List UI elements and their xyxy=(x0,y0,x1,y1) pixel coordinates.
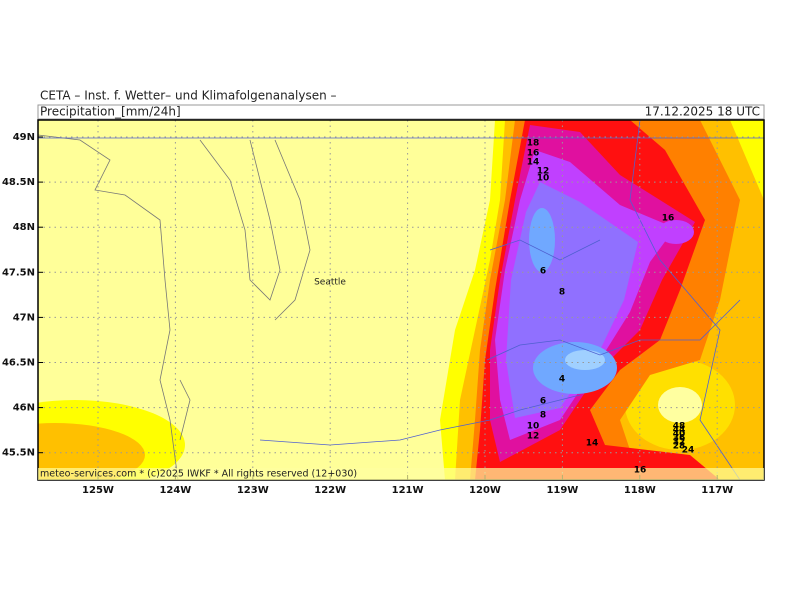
contour-label: 24 xyxy=(682,446,695,456)
contour-label: 48 xyxy=(673,422,686,432)
longitude-label: 119W xyxy=(546,485,578,496)
contour-label: 12 xyxy=(527,432,540,442)
place-label: Seattle xyxy=(314,278,346,288)
longitude-label: 122W xyxy=(314,485,346,496)
valid-time: 17.12.2025 18 UTC xyxy=(645,105,760,119)
contour-label: 36 xyxy=(673,434,686,444)
map-field xyxy=(38,120,764,480)
coastline xyxy=(38,134,311,480)
contour-label: 8 xyxy=(540,411,546,421)
field-light xyxy=(658,387,702,423)
institute: CETA – Inst. f. Wetter– und Klimafolgena… xyxy=(40,89,337,103)
longitude-label: 117W xyxy=(701,485,733,496)
latitude-label: 49N xyxy=(13,132,35,143)
graticule xyxy=(38,120,764,480)
contour-label: 28 xyxy=(673,442,686,452)
contour-label: 12 xyxy=(537,167,550,177)
contour-label: 14 xyxy=(586,439,599,449)
title-bar xyxy=(37,104,765,120)
contour-label: 16 xyxy=(662,214,675,224)
field-blue xyxy=(529,208,555,272)
contour-label: 4 xyxy=(559,375,565,385)
contour-label: 16 xyxy=(527,149,540,159)
latitude-label: 47.5N xyxy=(2,267,35,278)
longitude-label: 121W xyxy=(392,485,424,496)
contour-label: 16 xyxy=(634,466,647,476)
contour-label: 6 xyxy=(540,267,546,277)
latitude-label: 48N xyxy=(13,222,35,233)
contour-label: 32 xyxy=(673,438,686,448)
latitude-label: 45.5N xyxy=(2,448,35,459)
longitude-label: 125W xyxy=(82,485,114,496)
borders-rivers xyxy=(38,120,764,480)
contour-label: 40 xyxy=(673,430,686,440)
latitude-label: 46N xyxy=(13,403,35,414)
footer: meteo-services.com * (c)2025 IWKF * All … xyxy=(40,469,357,480)
parameter: Precipitation_[mm/24h] xyxy=(40,105,181,119)
field-light-blue xyxy=(565,350,605,370)
contour-label: 10 xyxy=(537,174,550,184)
contour-label: 6 xyxy=(540,397,546,407)
contour-label: 8 xyxy=(559,288,565,298)
longitude-label: 123W xyxy=(237,485,269,496)
footer-bar xyxy=(38,468,764,480)
latitude-label: 46.5N xyxy=(2,358,35,369)
latitude-label: 47N xyxy=(13,312,35,323)
contour-label: 10 xyxy=(527,422,540,432)
contour-label: 18 xyxy=(527,139,540,149)
contour-label: 14 xyxy=(527,158,540,168)
field-orange xyxy=(38,423,145,480)
latitude-label: 48.5N xyxy=(2,177,35,188)
longitude-label: 124W xyxy=(159,485,191,496)
longitude-label: 118W xyxy=(624,485,656,496)
contour-label: 44 xyxy=(673,426,686,436)
longitude-label: 120W xyxy=(469,485,501,496)
